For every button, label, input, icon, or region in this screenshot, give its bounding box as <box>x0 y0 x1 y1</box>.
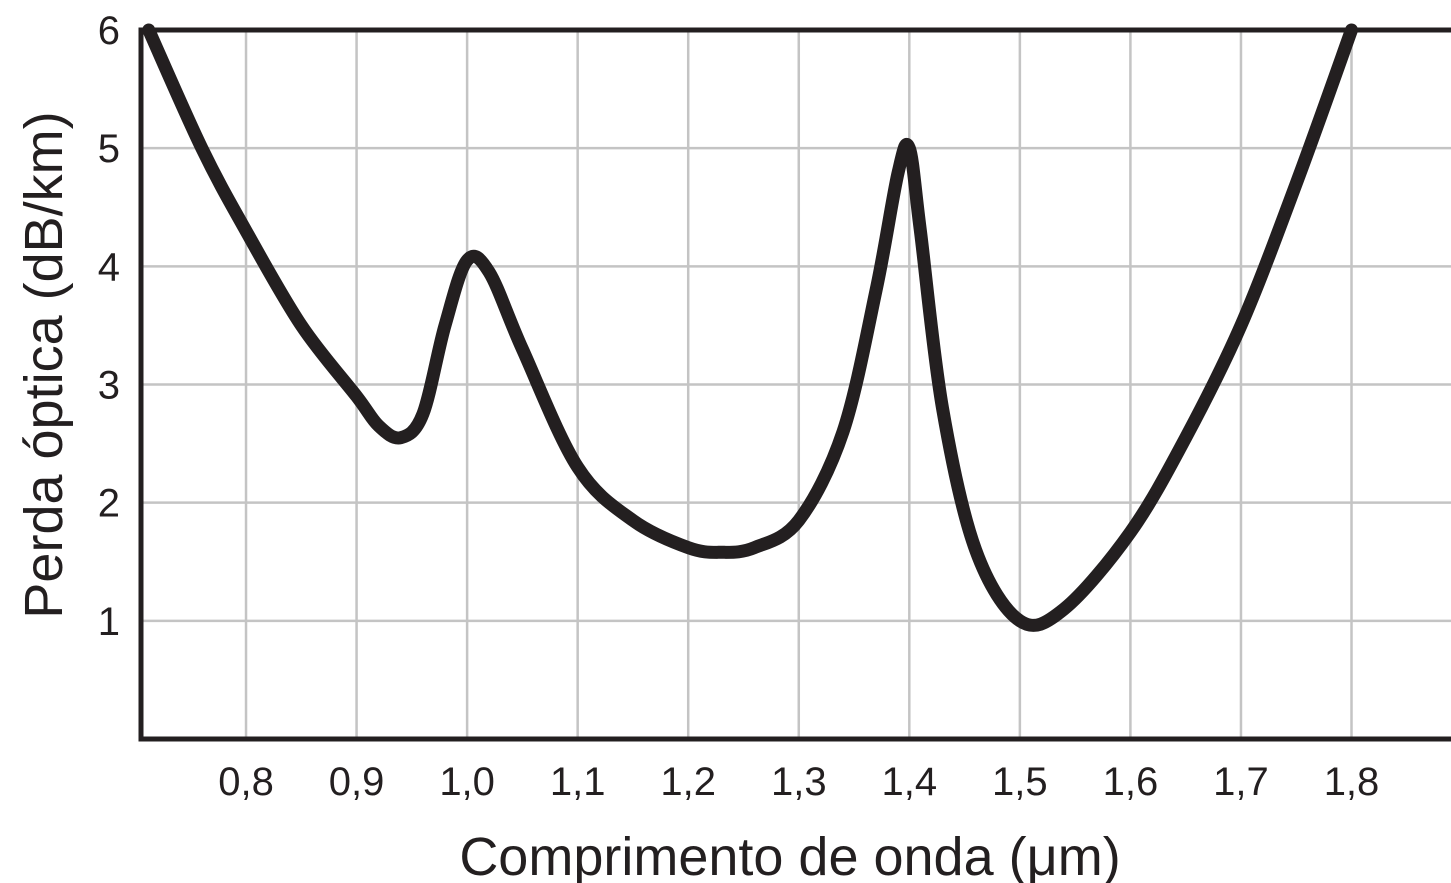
x-tick-label: 0,9 <box>329 760 385 804</box>
x-tick-label: 1,7 <box>1213 760 1269 804</box>
y-tick-label: 5 <box>98 127 120 171</box>
y-tick-label: 6 <box>98 9 120 53</box>
x-tick-label: 1,1 <box>550 760 606 804</box>
optical-loss-curve <box>142 23 1358 632</box>
x-tick-label: 1,8 <box>1324 760 1380 804</box>
y-tick-label: 4 <box>98 245 120 289</box>
x-tick-label: 1,0 <box>439 760 495 804</box>
grid <box>141 28 1451 739</box>
y-tick-label: 2 <box>98 482 120 526</box>
x-axis-tick-labels: 0,8 0,9 1,0 1,1 1,2 1,3 1,4 1,5 1,6 1,7 1,8 <box>218 760 1379 804</box>
y-axis-tick-labels: 1 2 3 4 5 6 <box>98 9 120 644</box>
x-tick-label: 1,5 <box>992 760 1048 804</box>
y-tick-label: 3 <box>98 364 120 408</box>
x-tick-label: 1,3 <box>771 760 827 804</box>
x-tick-label: 1,2 <box>660 760 716 804</box>
y-tick-label: 1 <box>98 600 120 644</box>
x-tick-label: 1,4 <box>882 760 938 804</box>
axes <box>138 27 1451 742</box>
x-tick-label: 0,8 <box>218 760 274 804</box>
x-axis-title: Comprimento de onda (μm) <box>459 827 1120 883</box>
plot-frame <box>138 27 1451 742</box>
x-tick-label: 1,6 <box>1103 760 1159 804</box>
y-axis-title: Perda óptica (dB/km) <box>14 111 74 618</box>
